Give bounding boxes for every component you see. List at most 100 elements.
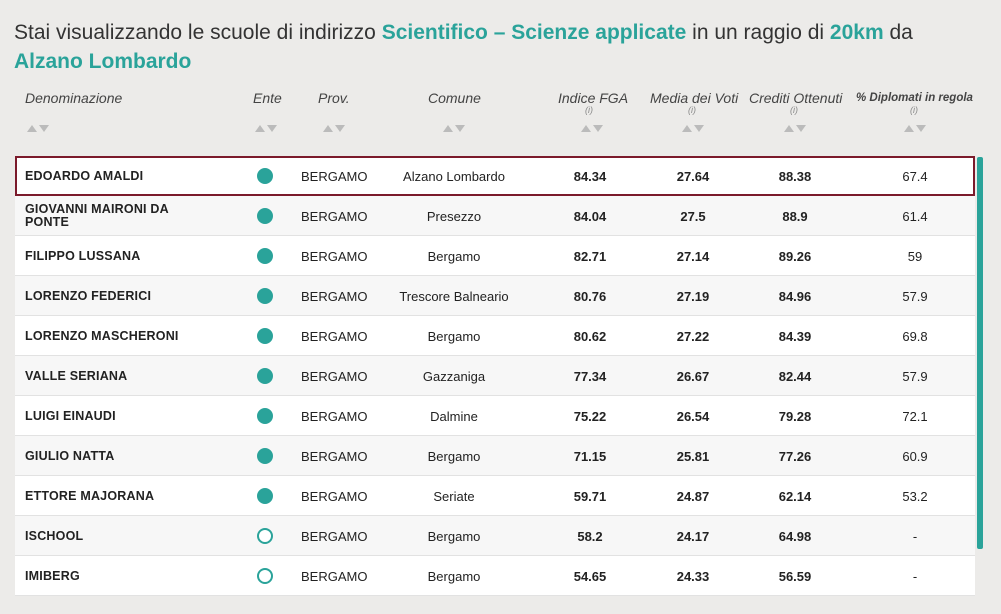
heading-suffix: da bbox=[883, 21, 913, 44]
info-media-icon[interactable]: (i) bbox=[688, 105, 696, 115]
table-row[interactable]: VALLE SERIANA BERGAMO Gazzaniga 77.34 26.67 8… bbox=[15, 356, 975, 396]
comune-cell-text: Bergamo bbox=[427, 248, 481, 264]
school-name[interactable]: LORENZO MASCHERONI bbox=[25, 316, 215, 356]
fga-cell-text: 71.15 bbox=[573, 448, 607, 464]
school-name[interactable]: ISCHOOL bbox=[25, 516, 215, 556]
media-cell: 25.81 bbox=[647, 436, 739, 476]
col-header-fga[interactable]: Indice FGA bbox=[558, 90, 629, 106]
sort-comune-icon[interactable] bbox=[443, 125, 467, 133]
school-name-text: IMIBERG bbox=[25, 568, 80, 583]
table-row[interactable]: IMIBERG BERGAMO Bergamo 54.65 24.33 56.59 - bbox=[15, 556, 975, 596]
comune-cell: Bergamo bbox=[379, 556, 529, 596]
school-name-text: FILIPPO LUSSANA bbox=[25, 248, 141, 263]
ente-public-icon bbox=[257, 168, 273, 184]
fga-cell: 82.71 bbox=[545, 236, 635, 276]
ente-public-icon bbox=[257, 248, 273, 264]
prov-cell-text: BERGAMO bbox=[301, 448, 368, 464]
diplomati-cell: 60.9 bbox=[865, 436, 965, 476]
fga-cell-text: 84.34 bbox=[573, 168, 607, 184]
table-row[interactable]: ETTORE MAJORANA BERGAMO Seriate 59.71 24.87 6… bbox=[15, 476, 975, 516]
media-cell: 27.22 bbox=[647, 316, 739, 356]
col-header-prov[interactable]: Prov. bbox=[318, 90, 350, 106]
media-cell-text: 27.5 bbox=[680, 208, 706, 224]
sort-diplomati-icon[interactable] bbox=[904, 125, 928, 133]
media-cell-text: 26.67 bbox=[676, 368, 710, 384]
col-header-diplomati[interactable]: % Diplomati in regola bbox=[856, 92, 973, 104]
sort-ente-icon[interactable] bbox=[255, 125, 279, 133]
table-row[interactable]: EDOARDO AMALDI BERGAMO Alzano Lombardo 84.3… bbox=[15, 156, 975, 196]
info-fga-icon[interactable]: (i) bbox=[585, 105, 593, 115]
table-row[interactable]: LORENZO FEDERICI BERGAMO Trescore Balneari… bbox=[15, 276, 975, 316]
info-diplomati-icon[interactable]: (i) bbox=[910, 105, 918, 115]
comune-cell: Presezzo bbox=[379, 196, 529, 236]
school-name-text: VALLE SERIANA bbox=[25, 368, 128, 383]
school-name[interactable]: ETTORE MAJORANA bbox=[25, 476, 215, 516]
school-name[interactable]: LORENZO FEDERICI bbox=[25, 276, 215, 316]
heading-indirizzo: Scientifico – Scienze applicate bbox=[381, 21, 687, 44]
table-row[interactable]: GIULIO NATTA BERGAMO Bergamo 71.15 25.81 77.2… bbox=[15, 436, 975, 476]
prov-cell-text: BERGAMO bbox=[301, 208, 368, 224]
school-name[interactable]: GIULIO NATTA bbox=[25, 436, 215, 476]
prov-cell: BERGAMO bbox=[301, 316, 371, 356]
comune-cell: Bergamo bbox=[379, 516, 529, 556]
sort-denominazione-icon[interactable] bbox=[27, 125, 51, 133]
school-name-text: GIOVANNI MAIRONI DA PONTE bbox=[25, 202, 169, 229]
col-header-denominazione[interactable]: Denominazione bbox=[25, 90, 123, 106]
table-row[interactable]: GIOVANNI MAIRONI DA PONTE BERGAMO Presezzo… bbox=[15, 196, 975, 236]
diplomati-cell: - bbox=[865, 516, 965, 556]
prov-cell-text: BERGAMO bbox=[301, 288, 368, 304]
school-name[interactable]: VALLE SERIANA bbox=[25, 356, 215, 396]
crediti-cell: 64.98 bbox=[745, 516, 845, 556]
info-crediti-icon[interactable]: (i) bbox=[790, 105, 798, 115]
prov-cell: BERGAMO bbox=[301, 476, 371, 516]
col-header-media[interactable]: Media dei Voti bbox=[650, 90, 739, 106]
ente-public-icon bbox=[257, 328, 273, 344]
diplomati-cell-text: 57.9 bbox=[902, 288, 928, 304]
col-header-ente[interactable]: Ente bbox=[253, 90, 282, 106]
prov-cell-text: BERGAMO bbox=[301, 368, 368, 384]
crediti-cell: 84.96 bbox=[745, 276, 845, 316]
scrollbar[interactable] bbox=[977, 157, 983, 549]
school-name[interactable]: GIOVANNI MAIRONI DA PONTE bbox=[25, 196, 215, 236]
ente-cell bbox=[255, 156, 275, 196]
fga-cell-text: 84.04 bbox=[573, 208, 607, 224]
table-row[interactable]: FILIPPO LUSSANA BERGAMO Bergamo 82.71 27.14 8… bbox=[15, 236, 975, 276]
prov-cell: BERGAMO bbox=[301, 396, 371, 436]
ente-cell bbox=[255, 396, 275, 436]
ente-public-icon bbox=[257, 208, 273, 224]
sort-crediti-icon[interactable] bbox=[784, 125, 808, 133]
sort-prov-icon[interactable] bbox=[323, 125, 347, 133]
media-cell: 26.54 bbox=[647, 396, 739, 436]
media-cell-text: 24.87 bbox=[676, 488, 710, 504]
ente-cell bbox=[255, 556, 275, 596]
table-row[interactable]: LORENZO MASCHERONI BERGAMO Bergamo 80.62 27.… bbox=[15, 316, 975, 356]
diplomati-cell: 69.8 bbox=[865, 316, 965, 356]
school-name[interactable]: EDOARDO AMALDI bbox=[25, 156, 215, 196]
col-header-crediti[interactable]: Crediti Ottenuti bbox=[749, 90, 843, 106]
crediti-cell: 77.26 bbox=[745, 436, 845, 476]
comune-cell-text: Seriate bbox=[433, 488, 475, 504]
diplomati-cell-text: 60.9 bbox=[902, 448, 928, 464]
prov-cell: BERGAMO bbox=[301, 196, 371, 236]
sort-fga-icon[interactable] bbox=[581, 125, 605, 133]
prov-cell-text: BERGAMO bbox=[301, 168, 368, 184]
media-cell-text: 24.17 bbox=[676, 528, 710, 544]
fga-cell-text: 80.76 bbox=[573, 288, 607, 304]
table-row[interactable]: LUIGI EINAUDI BERGAMO Dalmine 75.22 26.54 79.… bbox=[15, 396, 975, 436]
ente-cell bbox=[255, 436, 275, 476]
diplomati-cell: 61.4 bbox=[865, 196, 965, 236]
school-name[interactable]: LUIGI EINAUDI bbox=[25, 396, 215, 436]
table-row[interactable]: ISCHOOL BERGAMO Bergamo 58.2 24.17 64.98 - bbox=[15, 516, 975, 556]
school-name-text: LORENZO MASCHERONI bbox=[25, 328, 179, 343]
col-header-comune[interactable]: Comune bbox=[428, 90, 481, 106]
diplomati-cell: 53.2 bbox=[865, 476, 965, 516]
ente-cell bbox=[255, 196, 275, 236]
school-name[interactable]: FILIPPO LUSSANA bbox=[25, 236, 215, 276]
sort-media-icon[interactable] bbox=[682, 125, 706, 133]
fga-cell: 80.76 bbox=[545, 276, 635, 316]
media-cell: 27.5 bbox=[647, 196, 739, 236]
school-name[interactable]: IMIBERG bbox=[25, 556, 215, 596]
comune-cell: Alzano Lombardo bbox=[379, 156, 529, 196]
ente-cell bbox=[255, 476, 275, 516]
fga-cell: 84.04 bbox=[545, 196, 635, 236]
